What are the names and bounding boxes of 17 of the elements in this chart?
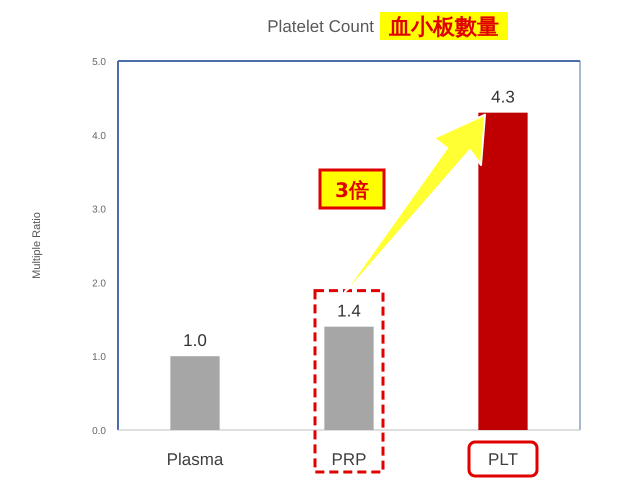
y-tick-label: 4.0: [92, 130, 106, 142]
y-tick-label: 3.0: [92, 204, 106, 216]
y-tick-label: 5.0: [92, 57, 106, 68]
x-tick-label: Plasma: [166, 450, 224, 469]
x-tick-label: PRP: [332, 450, 366, 469]
x-tick-label: PLT: [488, 450, 518, 469]
chart-title: Platelet Count 血小板數量: [267, 15, 499, 40]
bar: [324, 326, 374, 430]
y-tick-label: 0.0: [92, 426, 106, 437]
data-label: 1.4: [337, 302, 361, 321]
bar: [170, 356, 220, 430]
y-axis-title: Multiple Ratio: [31, 212, 43, 279]
data-label: 4.3: [491, 88, 515, 107]
annotation: 3倍: [335, 178, 369, 202]
y-tick-label: 2.0: [92, 278, 106, 290]
data-label: 1.0: [183, 331, 207, 350]
y-tick-label: 1.0: [92, 352, 106, 364]
